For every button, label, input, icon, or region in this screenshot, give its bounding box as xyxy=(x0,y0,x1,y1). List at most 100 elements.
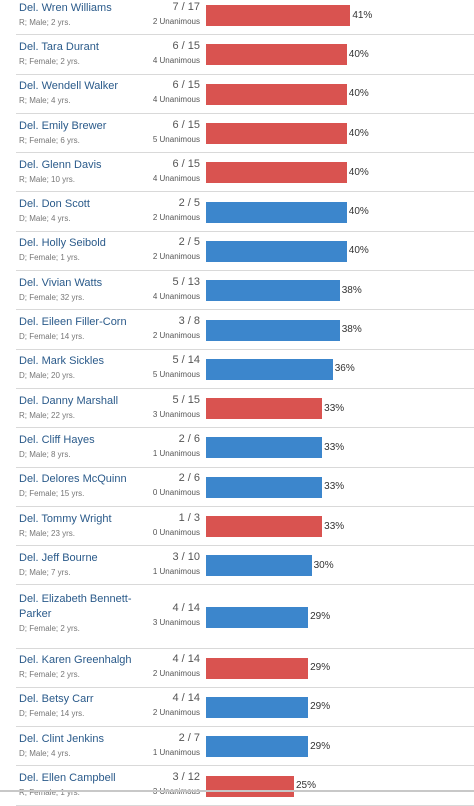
table-row: Del. Tara Durant R; Female; 2 yrs. 6 / 15 4… xyxy=(0,35,474,75)
delegate-meta: D; Female; 14 yrs. xyxy=(19,332,85,342)
delegate-name: Del. Don Scott xyxy=(19,198,90,211)
unanimous-count: 4 Unanimous xyxy=(152,173,200,183)
delegate-meta: D; Female; 2 yrs. xyxy=(19,623,80,633)
vote-fraction: 4 / 14 xyxy=(172,653,200,666)
row-divider xyxy=(16,427,474,429)
percent-label: 29% xyxy=(310,740,331,752)
table-row: Del. Ellen Campbell R; Female; 1 yrs. 3 / … xyxy=(0,766,474,806)
delegate-meta: R; Male; 4 yrs. xyxy=(19,96,71,106)
table-row: Del. Jeff Bourne D; Male; 7 yrs. 3 / 10 1 U… xyxy=(0,546,474,586)
row-divider xyxy=(16,73,474,75)
delegate-meta: D; Female; 14 yrs. xyxy=(19,709,85,719)
delegate-name: Del. Danny Marshall xyxy=(19,394,119,407)
delegate-name: Del. Ellen Campbell xyxy=(19,772,116,785)
percent-label: 38% xyxy=(341,284,362,296)
table-row: Del. Vivian Watts D; Female; 32 yrs. 5 / 1… xyxy=(0,271,474,311)
unanimous-count: 1 Unanimous xyxy=(152,448,200,458)
delegate-name: Del. Mark Sickles xyxy=(19,355,104,368)
delegate-meta: R; Male; 23 yrs. xyxy=(19,528,76,538)
delegate-meta: D; Male; 4 yrs. xyxy=(19,214,71,224)
unanimous-count: 2 Unanimous xyxy=(152,16,200,26)
unanimous-count: 5 Unanimous xyxy=(152,134,200,144)
table-row: Del. Don Scott D; Male; 4 yrs. 2 / 5 2 Unan… xyxy=(0,193,474,232)
unanimous-count: 1 Unanimous xyxy=(152,566,200,576)
percent-bar xyxy=(206,657,309,679)
percent-bar xyxy=(206,201,347,223)
vote-fraction: 2 / 5 xyxy=(178,197,200,210)
vote-fraction: 3 / 8 xyxy=(178,315,200,328)
unanimous-count: 2 Unanimous xyxy=(152,331,200,341)
percent-bar xyxy=(206,555,312,577)
row-divider xyxy=(16,112,474,114)
vote-fraction: 3 / 10 xyxy=(172,550,200,563)
row-divider xyxy=(16,309,474,311)
table-row: Del. Glenn Davis R; Male; 10 yrs. 6 / 15 4 … xyxy=(0,153,474,193)
delegate-meta: D; Female; 1 yrs. xyxy=(19,253,80,263)
row-divider xyxy=(16,270,474,272)
delegate-name: Del. Wren Williams xyxy=(19,1,112,14)
delegate-name: Del. Glenn Davis xyxy=(19,158,102,171)
delegate-name: Del. Delores McQuinn xyxy=(19,473,127,486)
delegate-name: Del. Jeff Bourne xyxy=(19,551,98,564)
percent-label: 40% xyxy=(348,88,369,100)
row-divider xyxy=(16,726,474,728)
percent-label: 29% xyxy=(310,701,331,713)
delegate-name: Del. Clint Jenkins xyxy=(19,732,104,745)
percent-bar xyxy=(206,476,323,498)
row-divider xyxy=(16,230,474,232)
delegate-name: Del. Cliff Hayes xyxy=(19,433,95,446)
percent-bar xyxy=(206,606,309,628)
table-row: Del. Tommy Wright R; Male; 23 yrs. 1 / 3 0 … xyxy=(0,507,474,547)
row-divider xyxy=(16,584,474,586)
vote-fraction: 2 / 5 xyxy=(178,236,200,249)
unanimous-count: 2 Unanimous xyxy=(152,669,200,679)
table-row: Del. Holly Seibold D; Female; 1 yrs. 2 / 5… xyxy=(0,232,474,272)
delegate-name: Del. Elizabeth Bennett-Parker xyxy=(19,592,132,620)
delegate-meta: D; Male; 7 yrs. xyxy=(19,567,71,577)
unanimous-count: 4 Unanimous xyxy=(152,95,200,105)
percent-label: 33% xyxy=(324,402,345,414)
delegate-name: Del. Emily Brewer xyxy=(19,119,107,132)
delegate-meta: D; Female; 15 yrs. xyxy=(19,489,85,499)
percent-label: 25% xyxy=(296,780,317,792)
table-row: Del. Karen Greenhalgh R; Female; 2 yrs. 4 … xyxy=(0,649,474,688)
percent-bar xyxy=(206,280,340,302)
unanimous-count: 3 Unanimous xyxy=(152,409,200,419)
percent-bar xyxy=(206,736,309,758)
table-row: Del. Wren Williams R; Male; 2 yrs. 7 / 17 2… xyxy=(0,0,474,36)
vote-fraction: 6 / 15 xyxy=(172,118,200,131)
delegate-meta: R; Female; 2 yrs. xyxy=(19,670,80,680)
bottom-divider xyxy=(0,790,474,792)
percent-bar xyxy=(206,319,340,341)
delegate-meta: D; Male; 20 yrs. xyxy=(19,371,76,381)
table-row: Del. Eileen Filler-Corn D; Female; 14 yrs… xyxy=(0,310,474,350)
delegate-name: Del. Eileen Filler-Corn xyxy=(19,316,127,329)
vote-fraction: 1 / 3 xyxy=(178,511,200,524)
percent-bar xyxy=(206,123,347,145)
table-row: Del. Elizabeth Bennett-Parker D; Female; … xyxy=(0,586,474,649)
delegate-name: Del. Holly Seibold xyxy=(19,237,106,250)
vote-fraction: 2 / 7 xyxy=(178,731,200,744)
unanimous-count: 4 Unanimous xyxy=(152,291,200,301)
row-divider xyxy=(16,505,474,507)
row-divider xyxy=(16,545,474,547)
table-row: Del. Cliff Hayes D; Male; 8 yrs. 2 / 6 1 Un… xyxy=(0,428,474,468)
unanimous-count: 0 Unanimous xyxy=(152,527,200,537)
percent-label: 33% xyxy=(324,520,345,532)
vote-fraction: 6 / 15 xyxy=(172,79,200,92)
percent-bar xyxy=(206,83,347,105)
percent-bar xyxy=(206,44,347,66)
percent-bar xyxy=(206,775,294,797)
percent-label: 40% xyxy=(348,206,369,218)
unanimous-count: 4 Unanimous xyxy=(152,55,200,65)
vote-fraction: 6 / 15 xyxy=(172,39,200,52)
percent-label: 33% xyxy=(324,481,345,493)
delegate-meta: R; Male; 10 yrs. xyxy=(19,174,76,184)
vote-fraction: 2 / 6 xyxy=(178,432,200,445)
delegate-meta: R; Female; 6 yrs. xyxy=(19,135,80,145)
delegate-name: Del. Tara Durant xyxy=(19,40,99,53)
percent-bar xyxy=(206,5,351,27)
row-divider xyxy=(16,34,474,36)
percent-label: 36% xyxy=(334,363,355,375)
delegate-name: Del. Tommy Wright xyxy=(19,512,112,525)
